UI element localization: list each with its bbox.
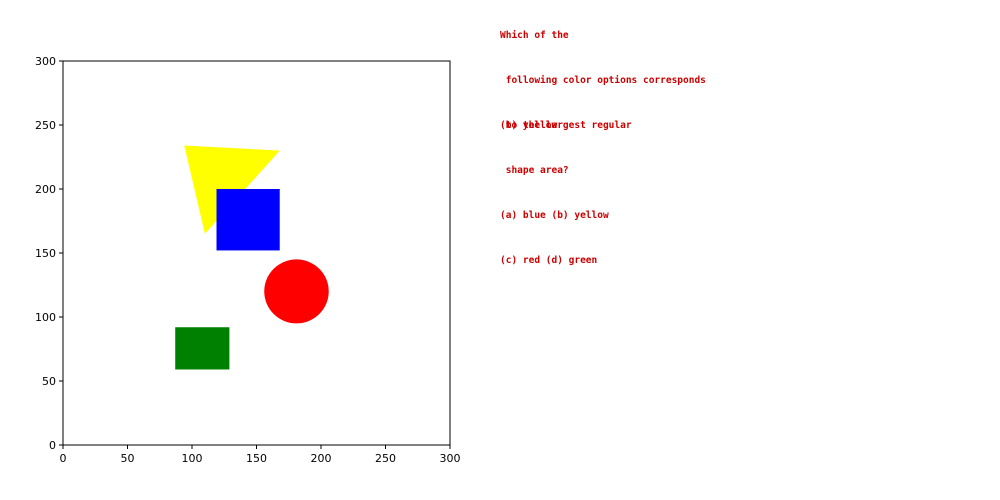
question-line: Which of the	[500, 30, 569, 41]
x-tick-label: 300	[440, 452, 461, 465]
y-axis-ticks: 0 50 100 150 200 250 300	[35, 55, 63, 452]
y-tick-label: 250	[35, 119, 56, 132]
x-tick-label: 0	[60, 452, 67, 465]
y-tick-label: 150	[35, 247, 56, 260]
x-tick-label: 150	[246, 452, 267, 465]
answer-text: (b) yellow	[500, 120, 558, 131]
shapes-layer	[175, 145, 329, 370]
question-line: to the largest regular	[500, 120, 632, 131]
y-tick-label: 100	[35, 311, 56, 324]
x-axis-ticks: 0 50 100 150 200 250 300	[60, 445, 461, 465]
circle-shape	[264, 259, 329, 324]
question-line: shape area?	[500, 165, 569, 176]
y-tick-label: 200	[35, 183, 56, 196]
plot-frame	[62, 60, 451, 446]
x-tick-label: 250	[375, 452, 396, 465]
rectangle-shape	[175, 327, 230, 370]
question-line: following color options corresponds	[500, 75, 706, 86]
y-tick-label: 300	[35, 55, 56, 68]
y-tick-label: 0	[49, 439, 56, 452]
x-tick-label: 200	[311, 452, 332, 465]
x-tick-label: 100	[182, 452, 203, 465]
y-tick-label: 50	[42, 375, 56, 388]
rectangle-shape	[216, 189, 280, 251]
question-text: Which of the following color options cor…	[500, 0, 706, 283]
question-line: (a) blue (b) yellow	[500, 210, 609, 221]
x-tick-label: 50	[121, 452, 135, 465]
shape-plot: 0 50 100 150 200 250 300 0 50 100 150 200 250 300	[35, 55, 461, 465]
question-line: (c) red (d) green	[500, 255, 598, 266]
